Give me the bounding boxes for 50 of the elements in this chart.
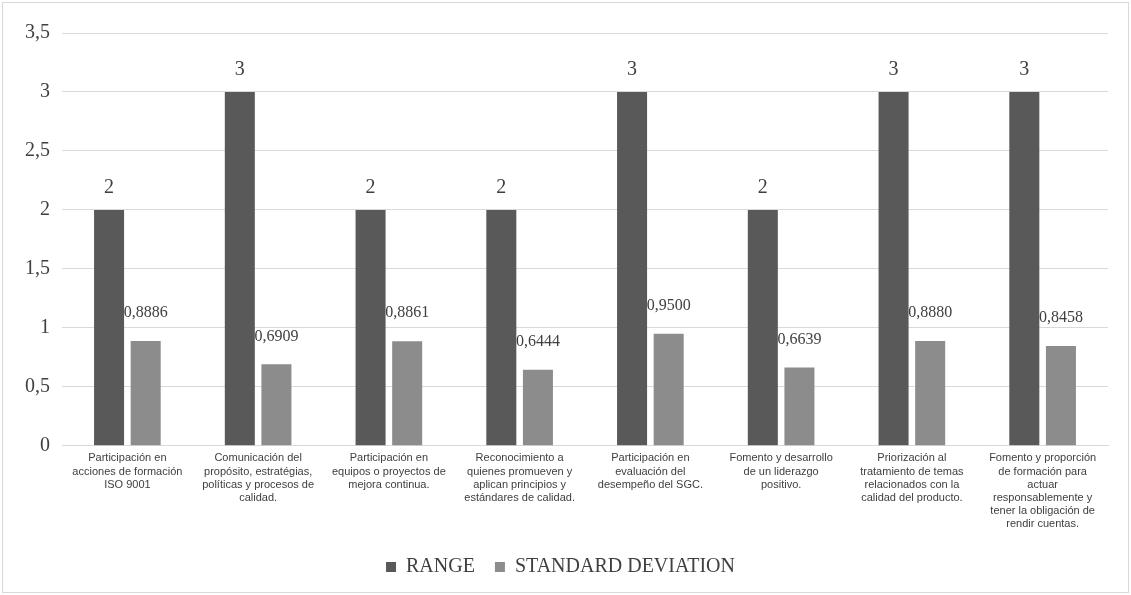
- bar: [617, 91, 648, 446]
- bar: [486, 209, 517, 446]
- y-tick-label: 3,5: [25, 20, 50, 43]
- y-tick-label: 1: [40, 315, 50, 338]
- bar: [261, 364, 292, 446]
- y-tick-label: 3: [40, 79, 50, 102]
- data-label: 0,6909: [254, 326, 299, 344]
- legend-label: STANDARD DEVIATION: [514, 554, 735, 577]
- legend-label: RANGE: [406, 554, 475, 577]
- bar: [784, 367, 815, 446]
- data-label: 0,8886: [123, 303, 168, 321]
- data-label: 0,8880: [908, 303, 953, 321]
- bar: [522, 369, 553, 446]
- bar: [747, 209, 778, 446]
- bar: [653, 333, 684, 446]
- data-label: 3: [888, 57, 899, 80]
- bar: [94, 209, 125, 446]
- x-tick-label: Participación en acciones de formación ISO 9001: [72, 451, 183, 490]
- bar: [392, 341, 423, 446]
- bar: [1009, 91, 1040, 446]
- x-tick-label: Fomento y proporción de formación para actuar responsablemente y tener la obligación de rendir cuentas.: [989, 451, 1097, 530]
- bar: [355, 209, 386, 446]
- bar: [878, 91, 909, 446]
- data-label: 2: [757, 175, 768, 198]
- data-label: 0,9500: [646, 295, 691, 313]
- y-tick-label: 2,5: [25, 138, 50, 161]
- x-tick-label: Reconocimiento a quienes promueven y aplican principios y estándares de calidad.: [464, 451, 575, 504]
- y-tick-label: 0,5: [25, 374, 50, 397]
- bar: [224, 91, 255, 446]
- y-tick-label: 1,5: [25, 256, 50, 279]
- bar: [915, 341, 946, 446]
- data-label: 0,6444: [515, 332, 560, 349]
- data-label: 0,8458: [1038, 308, 1083, 326]
- data-label: 0,8861: [385, 303, 430, 321]
- data-label: 2: [496, 175, 507, 198]
- data-label: 3: [627, 57, 638, 80]
- x-tick-label: Participación en evaluación del desempeño del SGC.: [597, 451, 703, 490]
- x-tick-label: Fomento y desarrollo de un liderazgo positivo.: [729, 451, 833, 490]
- x-tick-label: Participación en equipos o proyectos de mejora continua.: [332, 451, 446, 490]
- x-tick-label: Comunicación del propósito, estratégias, políticas y procesos de calidad.: [202, 451, 315, 504]
- bar: [1045, 346, 1076, 446]
- data-label: 0,6639: [777, 329, 822, 347]
- data-label: 2: [365, 175, 376, 198]
- y-tick-label: 2: [40, 197, 50, 220]
- bar: [130, 341, 161, 446]
- data-label: 3: [234, 57, 245, 80]
- y-tick-label: 0: [40, 433, 50, 456]
- x-tick-label: Priorización al tratamiento de temas relacionados con la calidad del producto.: [860, 451, 965, 504]
- data-label: 3: [1019, 57, 1030, 80]
- data-label: 2: [104, 175, 115, 198]
